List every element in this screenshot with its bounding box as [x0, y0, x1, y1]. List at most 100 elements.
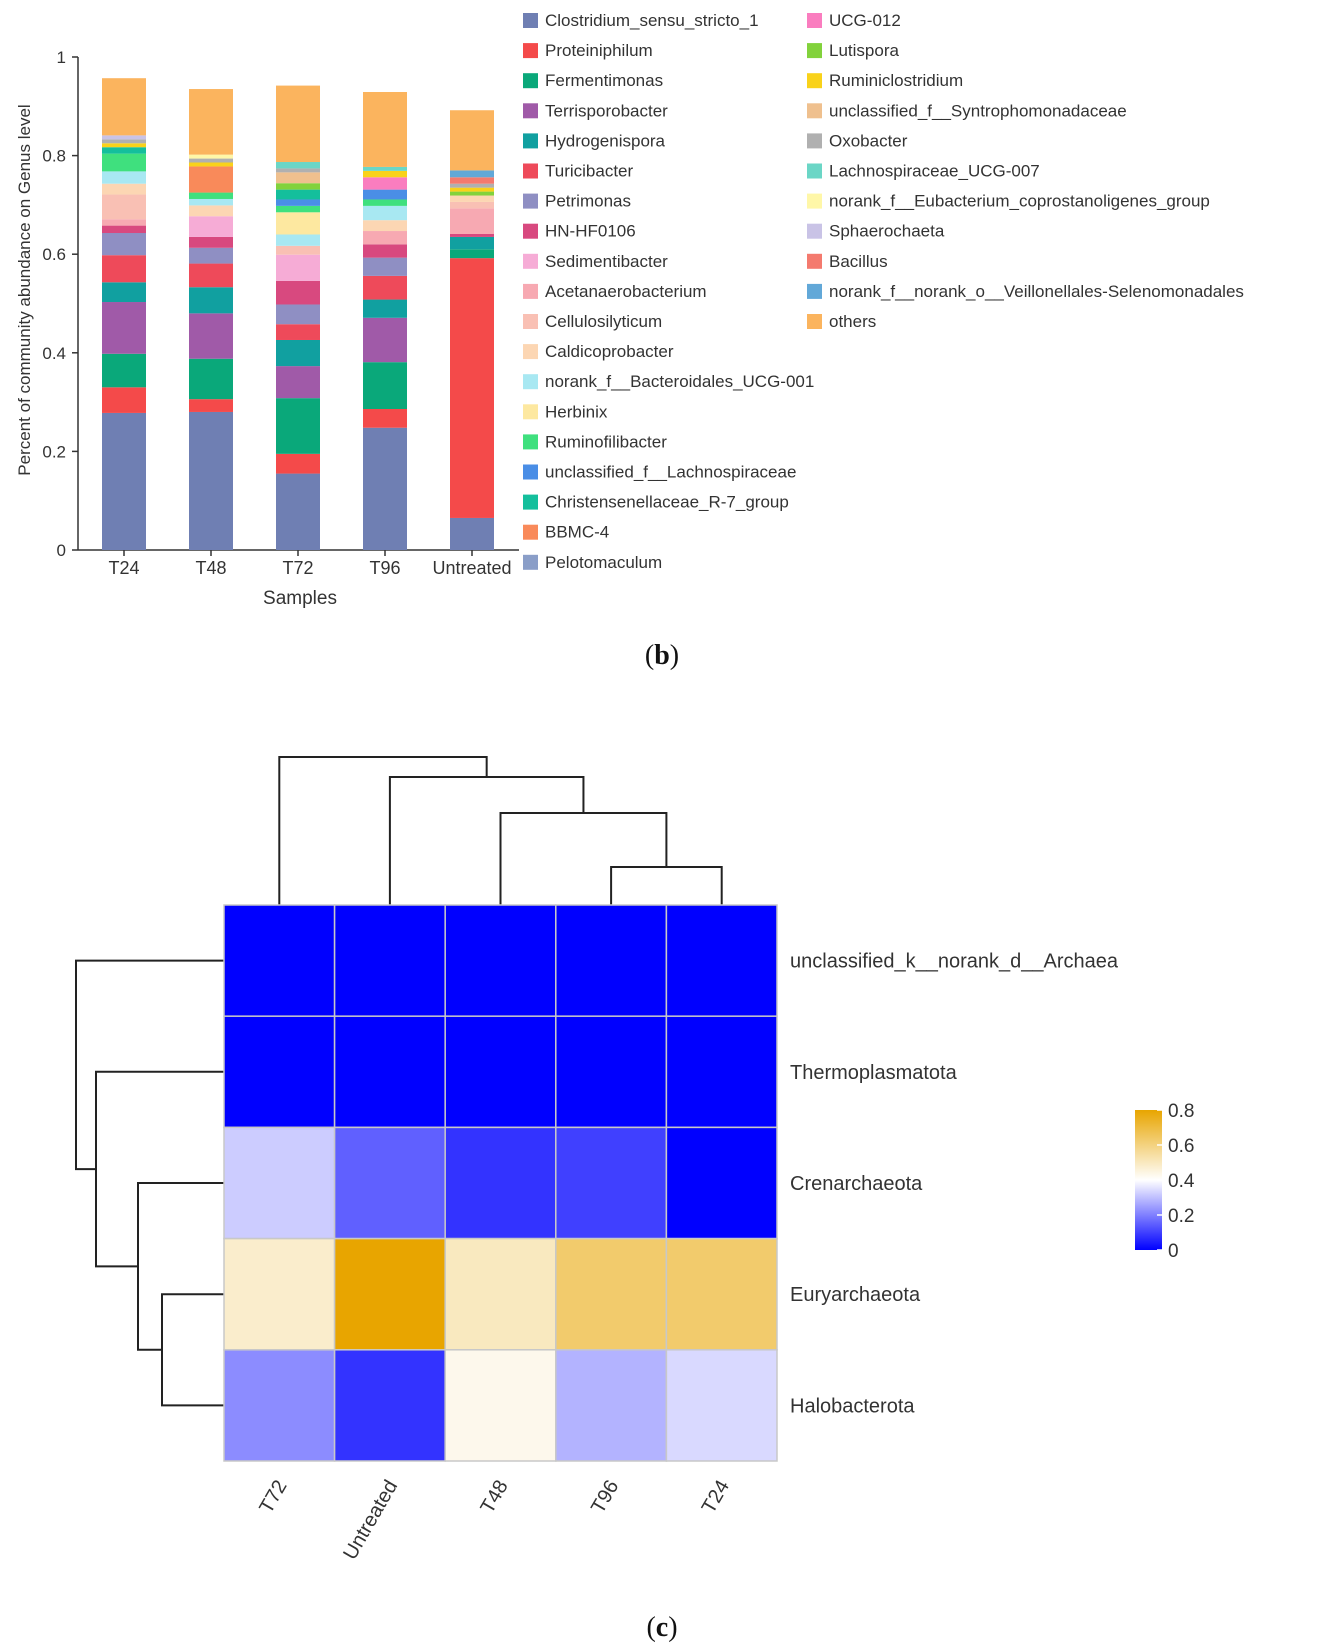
bar-segment [189, 216, 233, 237]
heatmap-row-label: Crenarchaeota [790, 1173, 923, 1195]
heatmap-cell [665, 1237, 778, 1351]
bar-segment [450, 187, 494, 192]
bar-segment [363, 166, 407, 171]
heatmap-cell [555, 1015, 668, 1129]
bar-chart-axes: 0 0.2 0.4 0.6 0.8 1 T24 T48 T72 T96 Untreated [42, 48, 519, 578]
bar-segment [102, 353, 146, 388]
legend-entry: Proteiniphilum [545, 41, 653, 60]
legend-swatch [807, 193, 822, 209]
bar-segment [102, 387, 146, 413]
bar-segment [189, 198, 233, 206]
bar-segment [363, 92, 407, 167]
bar-segment [102, 147, 146, 154]
heatmap-cell [333, 904, 446, 1017]
heatmap-row-labels: unclassified_k__norank_d__Archaea Thermop… [790, 951, 1119, 1418]
heatmap-column-label: T24 [698, 1477, 734, 1518]
bar-segment [450, 258, 494, 518]
heatmap-cell [223, 1126, 336, 1240]
bar-segment [450, 183, 494, 188]
heatmap-row-label: Thermoplasmatota [790, 1062, 958, 1084]
legend-swatch [523, 283, 538, 299]
bar-segment [276, 473, 320, 550]
bar-segment [450, 201, 494, 209]
legend-entry: unclassified_f__Lachnospiraceae [545, 463, 796, 482]
bar-segment [276, 85, 320, 163]
bar-segment [189, 205, 233, 217]
bar-segment [276, 280, 320, 305]
bar-segment [363, 275, 407, 300]
y-tick-label: 0.6 [42, 245, 66, 264]
legend-swatch [523, 464, 538, 480]
bar-segment [189, 358, 233, 400]
heatmap-row-label: Halobacterota [790, 1395, 915, 1417]
bar-segment [450, 236, 494, 250]
legend-entry: norank_f__Eubacterium_coprostanoligenes_… [829, 192, 1210, 211]
y-tick-label: 0.4 [42, 344, 66, 363]
legend-swatch [807, 103, 822, 119]
dendrogram-branch [95, 1070, 224, 1268]
bar-segment [276, 366, 320, 399]
y-tick-label: 0.8 [42, 147, 66, 166]
bar-segment [189, 154, 233, 159]
bar-segment [450, 177, 494, 184]
legend-entry: Petrimonas [545, 192, 631, 211]
bar-segment [276, 205, 320, 213]
heatmap-cell [444, 1349, 557, 1462]
heatmap-row-label: Euryarchaeota [790, 1284, 921, 1306]
heatmap-cell [555, 1237, 668, 1351]
bar-segment [102, 153, 146, 172]
legend-swatch [523, 163, 538, 179]
bar-segment [189, 89, 233, 155]
bar-segment [189, 236, 233, 248]
bar-segment [276, 234, 320, 246]
panel-b-label: b [654, 640, 670, 671]
heatmap-cell [333, 1015, 446, 1129]
legend-entry: Herbinix [545, 402, 608, 421]
x-tick-label: T72 [282, 558, 313, 578]
legend-entry: UCG-012 [829, 11, 901, 30]
bar-segment [276, 254, 320, 281]
heatmap-row-label: unclassified_k__norank_d__Archaea [790, 951, 1119, 973]
bar-segment [189, 411, 233, 550]
dendrogram-branch [388, 776, 585, 905]
x-tick-label: T48 [195, 558, 226, 578]
legend-swatch [523, 554, 538, 570]
legend-entry: Fermentimonas [545, 71, 663, 90]
bar-segment [102, 135, 146, 140]
y-tick-label: 0 [57, 541, 66, 560]
bar-segment [102, 171, 146, 184]
bar-segment [102, 143, 146, 148]
legend-swatch [523, 404, 538, 420]
panel-c-caption: (c) [646, 1612, 678, 1643]
legend-entry: Acetanaerobacterium [545, 282, 707, 301]
x-axis-label: Samples [263, 588, 337, 609]
heatmap-cell [333, 1349, 446, 1462]
y-tick-label: 1 [57, 48, 66, 67]
dendrogram-branch [75, 959, 224, 1171]
heatmap-cell [665, 1126, 778, 1240]
legend-swatch [807, 223, 822, 239]
bar-segment [102, 255, 146, 283]
legend-entry: Hydrogenispora [545, 131, 666, 150]
bar-segment [450, 208, 494, 234]
bar-segment [450, 170, 494, 178]
legend-swatch [523, 344, 538, 360]
bar-segment [102, 302, 146, 354]
legend-swatch [523, 253, 538, 269]
legend-entry: Caldicoprobacter [545, 342, 674, 361]
colorbar-tick-label: 0.6 [1168, 1136, 1194, 1157]
bar-segment [363, 199, 407, 206]
dendrogram-branch [278, 756, 488, 905]
heatmap-column-labels: T72 Untreated T48 T96 T24 [255, 1477, 734, 1564]
legend-swatch [807, 163, 822, 179]
bar-segment [363, 409, 407, 428]
bar-segment [276, 398, 320, 454]
bar-segment [363, 362, 407, 410]
bar-segment [363, 177, 407, 190]
heatmap-cell [223, 904, 336, 1017]
legend-swatch [523, 103, 538, 119]
legend-swatch [523, 13, 538, 28]
bar-segment [189, 399, 233, 412]
bar-segment [189, 247, 233, 264]
dendrogram-branch [499, 812, 668, 905]
